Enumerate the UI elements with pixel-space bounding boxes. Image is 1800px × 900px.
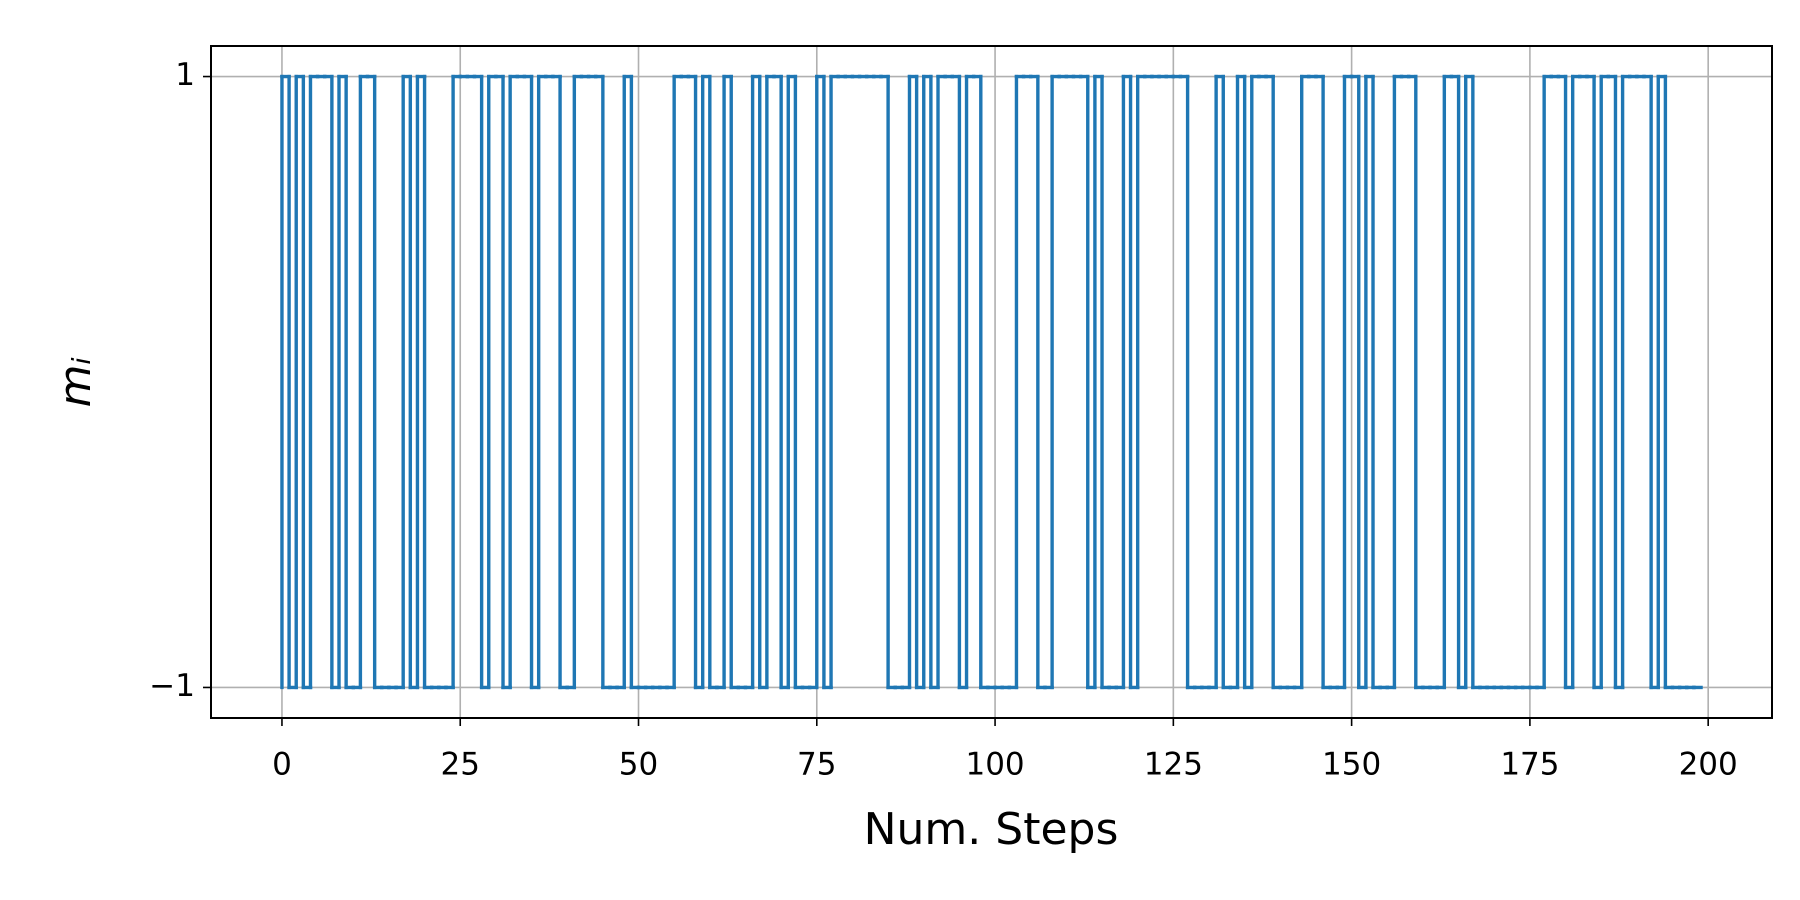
x-tick-label: 150: [1322, 747, 1381, 783]
plot-frame: [210, 45, 1773, 719]
x-tick-label: 0: [272, 747, 292, 783]
y-axis-label: mᵢ: [50, 357, 101, 408]
x-tick-label: 175: [1500, 747, 1559, 783]
x-tick-label: 50: [619, 747, 658, 783]
y-tick-label: 1: [175, 57, 195, 93]
x-tick-label: 75: [797, 747, 836, 783]
x-tick-label: 125: [1144, 747, 1203, 783]
y-tick-label: −1: [149, 668, 195, 704]
x-tick-label: 200: [1679, 747, 1738, 783]
x-tick-label: 100: [965, 747, 1024, 783]
x-tick-label: 25: [441, 747, 480, 783]
x-axis-label: Num. Steps: [864, 804, 1119, 855]
